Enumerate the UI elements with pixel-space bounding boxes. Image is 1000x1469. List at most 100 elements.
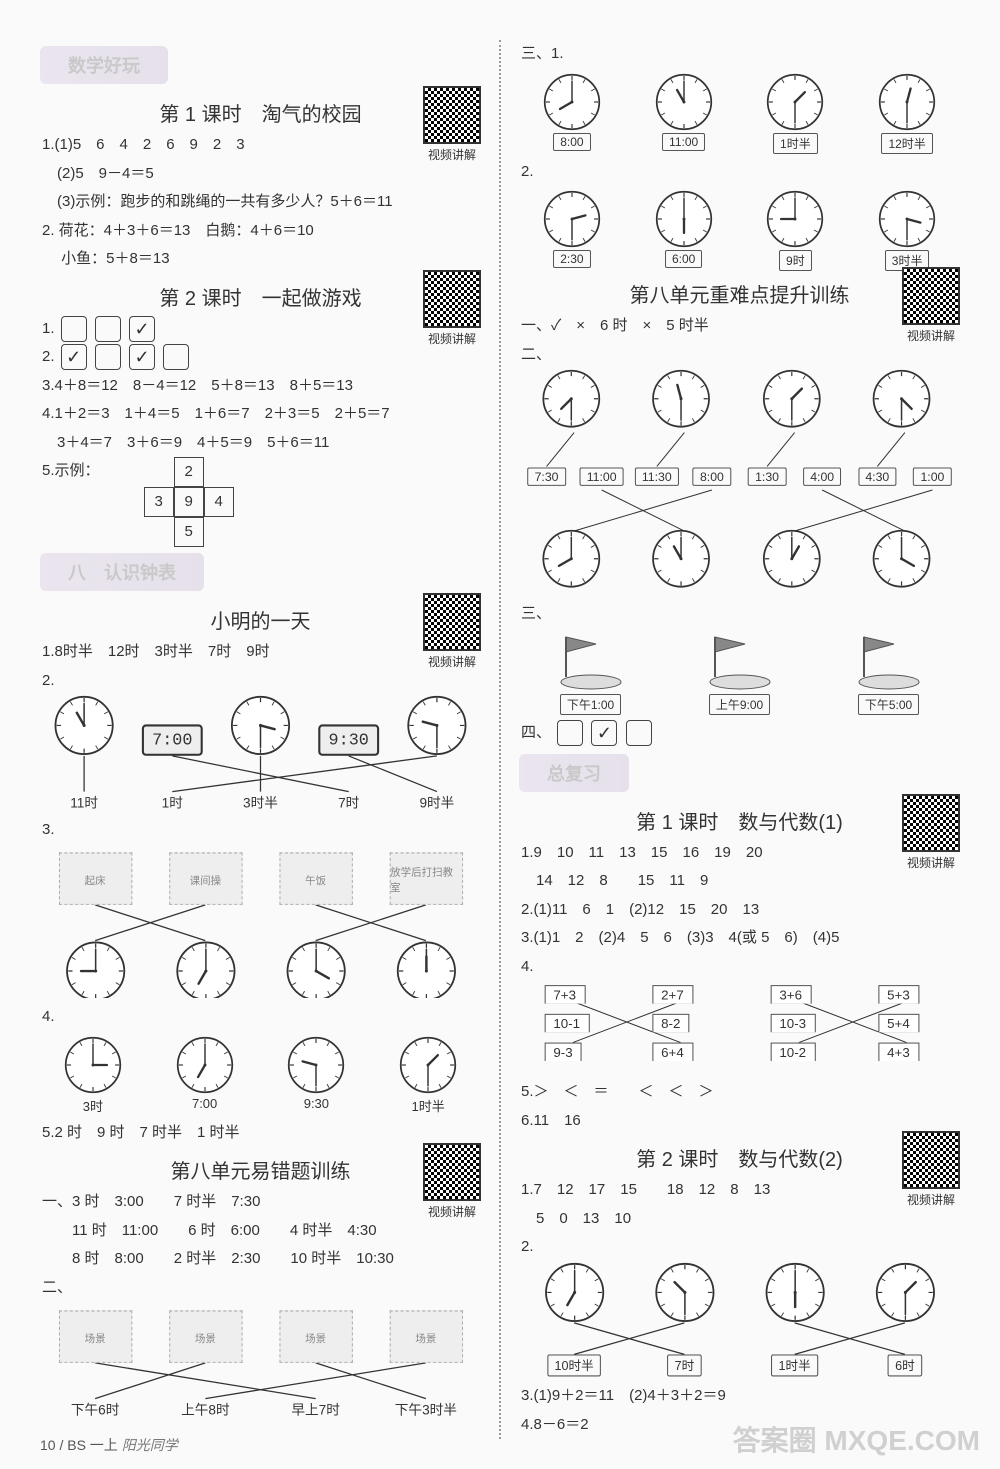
hard-q3: 三、	[519, 600, 960, 629]
clock-icon	[406, 695, 467, 756]
right-column: 三、1. 8:00 11:00 1时半 12时半 2. 2:30 6:00 9时…	[509, 40, 970, 1439]
q-num: 四、	[521, 724, 551, 741]
clock-icon	[655, 190, 713, 248]
lesson1-title: 第 1 课时 淘气的校园 视频讲解	[40, 98, 481, 127]
xm-q1: 1.8时半 12时 3时半 7时 9时	[40, 638, 481, 667]
q1-line1: 1.(1)5 6 4 2 6 9 2 3	[40, 131, 481, 160]
lesson1-title-text: 第 1 课时 淘气的校园	[159, 104, 361, 126]
game-q4b: 3＋4＝7 3＋6＝9 4＋5＝9 5＋6＝11	[40, 429, 481, 458]
q-num: 二、	[521, 346, 551, 363]
qr-icon	[902, 1131, 960, 1189]
xm-q2-match: 7:00 9:30 11时1时3时半7时9时半	[40, 695, 481, 816]
q1-line2: (2)5 9－4＝5	[40, 160, 481, 189]
flag-item: 下午5:00	[829, 632, 949, 715]
lesson7-title: 第 2 课时 数与代数(2) 视频讲解	[519, 1143, 960, 1172]
clock-item: 9时	[766, 190, 824, 271]
cross-left: 3	[144, 487, 174, 517]
checkbox: ✓	[129, 344, 155, 370]
clock-icon	[544, 1262, 605, 1323]
f1-q3: 3.(1)1 2 (2)4 5 6 (3)3 4(或 5 6) (4)5	[519, 924, 960, 953]
clock-icon	[65, 941, 126, 999]
clock-icon	[176, 1036, 234, 1094]
game-q1: 1. ✓	[40, 315, 481, 344]
cross-mid: 9	[174, 487, 204, 517]
clock-item: 2:30	[543, 190, 601, 271]
q2-line1: 2. 荷花：4＋3＋6＝13 白鹅：4＋6＝10	[40, 217, 481, 246]
checkbox: ✓	[129, 316, 155, 342]
clock-item: 8:00	[543, 73, 601, 154]
clock-icon	[762, 529, 821, 588]
game-q4a: 4.1＋2＝3 1＋4＝5 1＋6＝7 2＋3＝5 2＋5＝7	[40, 400, 481, 429]
cross-bottom: 5	[174, 517, 204, 547]
clock-label: 1时半	[773, 133, 818, 154]
qr-icon	[423, 1143, 481, 1201]
q1-line3: (3)示例：跑步的和跳绳的一共有多少人？5＋6＝11	[40, 188, 481, 217]
match-diagram: 起床课间操午饭放学后打扫教室	[40, 844, 481, 998]
lesson4-title: 第八单元易错题训练 视频讲解	[40, 1155, 481, 1184]
qr-label: 视频讲解	[902, 327, 960, 344]
clock-item: 11:00	[655, 73, 713, 154]
q-num: 2.	[521, 163, 534, 180]
q-num: 5.示例：	[42, 462, 100, 479]
clock-item: 1时半	[766, 73, 824, 154]
xm-q3-match: 起床课间操午饭放学后打扫教室	[40, 844, 481, 1003]
match-diagram: 10时半7时1时半6时	[519, 1262, 960, 1378]
hard-q2: 二、	[519, 341, 960, 370]
xm-q3: 3.	[40, 816, 481, 845]
hard-q4: 四、 ✓	[519, 719, 960, 748]
r2-clocks: 2:30 6:00 9时 3时半	[519, 190, 960, 271]
f2-q2: 2.	[519, 1233, 960, 1262]
xm-q5: 5.2 时 9 时 7 时半 1 时半	[40, 1119, 481, 1148]
xm-q4: 4.	[40, 1003, 481, 1032]
clock-icon	[541, 369, 600, 428]
ez-q1b: 11 时 11:00 6 时 6:00 4 时半 4:30	[40, 1217, 481, 1246]
f2-match: 10时半7时1时半6时	[519, 1262, 960, 1383]
clock-icon	[878, 73, 936, 131]
clock-item: 3时半	[878, 190, 936, 271]
qr-label: 视频讲解	[423, 146, 481, 163]
checkbox: ✓	[591, 720, 617, 746]
watermark: 答案圈 MXQE.COM	[733, 1419, 980, 1459]
clock-label: 2:30	[553, 250, 590, 268]
q-num: 三、	[521, 605, 551, 622]
banner-clock: 八 认识钟表	[40, 553, 204, 591]
f2-q1a: 1.7 12 17 15 18 12 8 13	[519, 1176, 960, 1205]
f4-match: 7+32+710-18-29-36+43+65+310-35+410-24+3	[519, 981, 960, 1078]
qr-icon	[423, 593, 481, 651]
cross-top: 2	[174, 457, 204, 487]
h2-diagram: 7:3011:0011:308:001:304:004:301:00	[519, 369, 960, 595]
checkbox	[557, 720, 583, 746]
lesson2-title-text: 第 2 课时 一起做游戏	[159, 288, 361, 310]
r1-clocks: 8:00 11:00 1时半 12时半	[519, 73, 960, 154]
clock-icon	[652, 529, 711, 588]
f1-q4: 4.	[519, 953, 960, 982]
f1-q2: 2.(1)11 6 1 (2)12 15 20 13	[519, 896, 960, 925]
qr-label: 视频讲解	[423, 653, 481, 670]
clock-icon	[762, 369, 821, 428]
footer-brand: 阳光同学	[122, 1437, 178, 1453]
lesson5-title-text: 第八单元重难点提升训练	[630, 285, 850, 307]
match-diagram: 场景场景场景场景下午6时上午8时早上7时下午3时半	[40, 1302, 481, 1418]
clock-label: 6:00	[665, 250, 702, 268]
match-diagram: 7:00 9:30 11时1时3时半7时9时半	[40, 695, 481, 811]
qr-icon	[902, 794, 960, 852]
clock-label: 8:00	[553, 133, 590, 151]
clock-icon	[872, 369, 931, 428]
ez-q2-match: 场景场景场景场景下午6时上午8时早上7时下午3时半	[40, 1302, 481, 1423]
clock-icon	[652, 369, 711, 428]
qr-label: 视频讲解	[902, 1191, 960, 1208]
qr-icon	[902, 267, 960, 325]
clock-icon	[878, 190, 936, 248]
checkbox	[61, 316, 87, 342]
cross-right: 4	[204, 487, 234, 517]
clock-icon	[872, 529, 931, 588]
clock-item: 12时半	[878, 73, 936, 154]
h3-flags: 下午1:00 上午9:00 下午5:00	[519, 632, 960, 715]
game-q3: 3.4＋8＝12 8－4＝12 5＋8＝13 8＋5＝13	[40, 372, 481, 401]
checkbox: ✓	[61, 344, 87, 370]
checkbox	[163, 344, 189, 370]
hard-q1: 一、✓ × 6 时 × 5 时半	[519, 312, 960, 341]
flag-item: 下午1:00	[531, 632, 651, 715]
ez-q2: 二、	[40, 1274, 481, 1303]
footer: 10 / BS 一上 阳光同学	[40, 1435, 178, 1455]
